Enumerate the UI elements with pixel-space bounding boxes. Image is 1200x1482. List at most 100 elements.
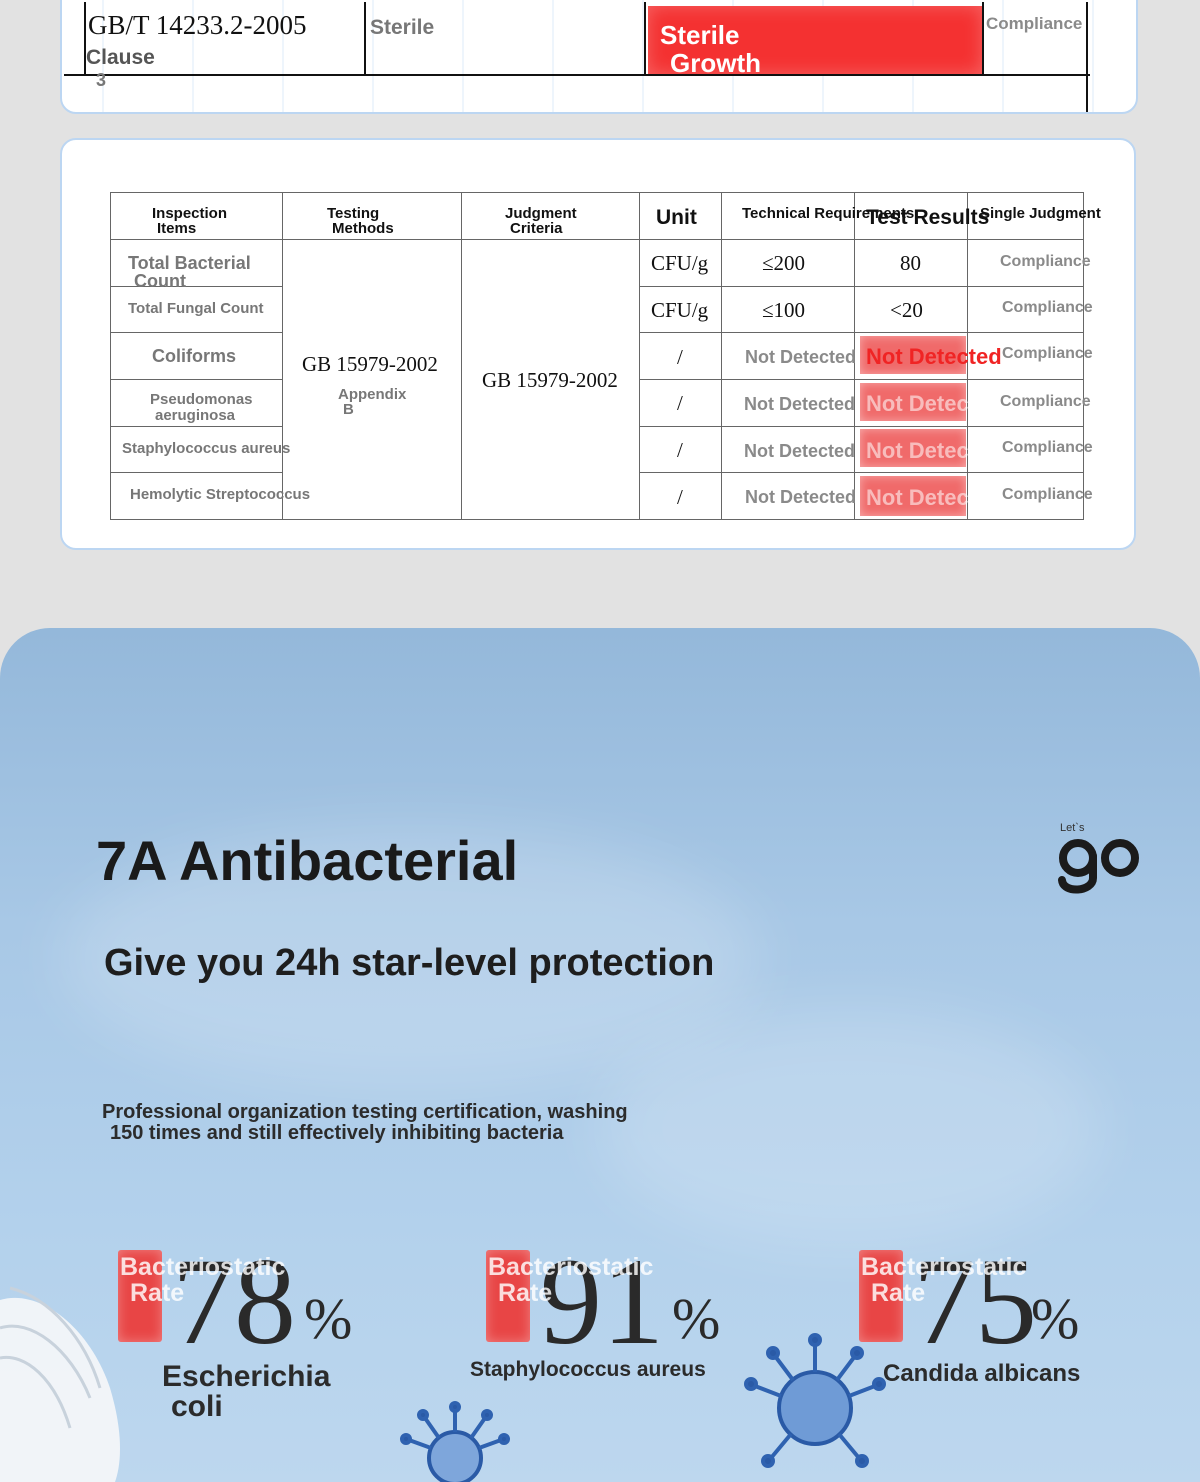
table-line: [110, 192, 111, 520]
single-judgment: Compliance: [1002, 345, 1093, 362]
test-result: Not Detected: [866, 438, 1002, 463]
header-items-1: Inspection: [152, 205, 228, 222]
background-haze: [600, 1008, 1100, 1248]
fabric-icon: [0, 1286, 120, 1482]
table-line: [639, 472, 1084, 473]
go-logo-icon: [1058, 839, 1139, 894]
table-line: [644, 2, 646, 76]
logo-small-text: Let`s: [1060, 822, 1085, 834]
header-unit: Unit: [656, 206, 697, 229]
single-judgment: Compliance: [1000, 393, 1091, 410]
background-haze: [60, 828, 760, 1088]
table-line: [110, 332, 282, 333]
header-methods-1: Testing: [327, 205, 380, 222]
tech-requirement: Not Detected: [744, 394, 856, 414]
table-line: [110, 239, 1084, 240]
result-highlight: [860, 476, 966, 516]
table-line: [639, 379, 1084, 380]
clause-number: 3: [96, 70, 107, 90]
clause-label: Clause: [86, 46, 155, 69]
stat-label: Bacteriostatic: [861, 1253, 1027, 1281]
table-line: [639, 286, 1084, 287]
table-line: [282, 192, 283, 520]
tech-requirement: Not Detected: [745, 347, 857, 367]
virus-icon: [400, 1401, 510, 1482]
stat-name: Escherichia: [162, 1360, 331, 1393]
stat-chip: [486, 1250, 530, 1342]
table-line: [1086, 2, 1088, 112]
judgment-compliance: Compliance: [986, 14, 1083, 33]
table-line: [721, 192, 722, 520]
result-highlight: [860, 429, 966, 467]
stat-label: Bacteriostatic: [120, 1253, 286, 1281]
sterile-item: Sterile: [370, 16, 435, 39]
result-highlight: [860, 336, 966, 374]
stat-label: Rate: [130, 1279, 185, 1307]
table-line: [84, 2, 86, 76]
header-items-2: Items: [157, 220, 197, 237]
tech-requirement: ≤200: [762, 251, 806, 275]
stat-unit: %: [672, 1286, 721, 1351]
description-line: 150 times and still effectively inhibiti…: [110, 1122, 564, 1144]
unit-cell: /: [677, 391, 683, 415]
result-line-2: Growth: [670, 48, 761, 78]
stat-name: Staphylococcus aureus: [470, 1358, 706, 1381]
description-line: Professional organization testing certif…: [102, 1101, 628, 1123]
item-name: Total Fungal Count: [128, 300, 264, 317]
table-line: [639, 332, 1084, 333]
table-line: [110, 426, 282, 427]
test-result: Not Detected: [866, 485, 1002, 510]
table-line: [364, 2, 366, 76]
unit-cell: /: [677, 438, 683, 462]
table-line: [64, 74, 1090, 76]
table-line: [639, 192, 640, 520]
single-judgment: Compliance: [1002, 439, 1093, 456]
result-line-1: Sterile: [660, 20, 740, 50]
top-report-card: GB/T 14233.2-2005 Clause 3 Sterile Steri…: [60, 0, 1138, 114]
stat-value: 78: [172, 1233, 296, 1370]
stat-unit: %: [304, 1286, 353, 1351]
test-result: 80: [900, 251, 921, 275]
testing-method: GB 15979-2002: [302, 352, 438, 376]
tech-requirement: Not Detected: [745, 487, 857, 507]
unit-cell: /: [677, 345, 683, 369]
header-technical-requirements: Technical Requirements: [742, 205, 915, 222]
item-name: Hemolytic Streptococcus: [130, 486, 311, 503]
unit-cell: /: [677, 485, 683, 509]
judgment-criteria: GB 15979-2002: [482, 368, 618, 392]
stat-label: Bacteriostatic: [488, 1253, 654, 1281]
header-methods-2: Methods: [332, 220, 394, 237]
stat-label: Rate: [871, 1279, 926, 1307]
table-line: [110, 519, 1084, 520]
unit-cell: CFU/g: [651, 251, 709, 275]
header-single-judgment: Single Judgment: [980, 205, 1101, 222]
stat-unit: %: [1031, 1286, 1080, 1351]
tech-requirement: ≤100: [762, 298, 806, 322]
sterile-growth-highlight: [648, 6, 982, 74]
testing-method-appendix: Appendix: [338, 386, 407, 403]
test-result: <20: [890, 298, 923, 322]
sterile-table: GB/T 14233.2-2005 Clause 3 Sterile Steri…: [62, 0, 1136, 112]
header-test-results: Test Results: [866, 206, 990, 229]
item-name: Staphylococcus aureus: [122, 440, 291, 457]
test-result: Not Detected: [866, 391, 1002, 416]
table-line: [982, 2, 984, 76]
stat-name: Candida albicans: [883, 1360, 1081, 1387]
testing-method-appendix: B: [343, 401, 354, 418]
antibacterial-hero: [0, 628, 1200, 1482]
item-name: Total Bacterial: [128, 253, 251, 273]
table-line: [110, 472, 282, 473]
stat-value: 75: [913, 1233, 1037, 1370]
description: Professional organization testing certif…: [102, 1102, 628, 1144]
table-line: [1083, 192, 1084, 520]
single-judgment: Compliance: [1002, 486, 1093, 503]
stat-chip: [859, 1250, 903, 1342]
header-criteria-2: Criteria: [510, 220, 563, 237]
stat-label: Rate: [498, 1279, 553, 1307]
item-name: Count: [134, 271, 186, 291]
stat-name: coli: [171, 1390, 223, 1423]
result-highlight: [860, 383, 966, 421]
item-name: Pseudomonas: [150, 391, 253, 408]
virus-icon: [744, 1333, 886, 1468]
stat-chip: [118, 1250, 162, 1342]
